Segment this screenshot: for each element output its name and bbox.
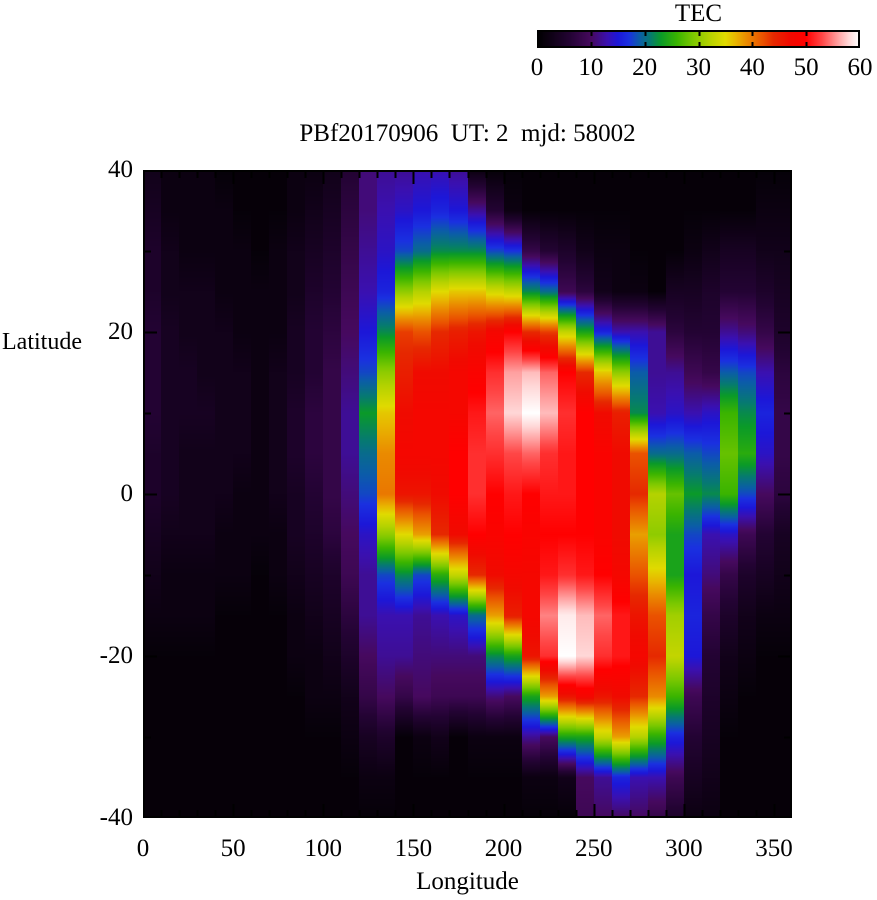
colorbar-tick-label: 30 [686, 54, 711, 81]
x-tick-label: 150 [394, 835, 433, 862]
x-tick-label: 300 [665, 835, 703, 862]
y-tick-label: 20 [108, 318, 133, 345]
plot-title: PBf20170906 UT: 2 mjd: 58002 [299, 120, 636, 147]
colorbar-gradient [537, 30, 860, 48]
x-tick-label: 50 [220, 835, 246, 862]
x-tick-label: 0 [136, 835, 150, 862]
y-tick-label: -20 [99, 642, 133, 669]
y-tick-label: 40 [108, 156, 133, 183]
colorbar-tick-label: 50 [793, 54, 819, 81]
x-axis-label: Longitude [416, 868, 519, 895]
colorbar-tick-label: 20 [632, 54, 658, 81]
x-tick-label: 350 [755, 835, 793, 862]
y-tick-label: 0 [120, 480, 134, 507]
y-axis-label: Latitude [2, 329, 82, 355]
colorbar-tick-label: 60 [847, 54, 873, 81]
x-tick-label: 250 [574, 835, 613, 862]
colorbar-tick-label: 10 [578, 54, 604, 81]
x-tick-label: 200 [484, 835, 523, 862]
y-tick-label: -40 [99, 804, 133, 831]
tec-heatmap [143, 170, 792, 818]
colorbar-title: TEC [674, 0, 723, 27]
colorbar-tick-label: 0 [530, 54, 544, 81]
colorbar-tick-label: 40 [739, 54, 765, 81]
x-tick-label: 100 [304, 835, 343, 862]
